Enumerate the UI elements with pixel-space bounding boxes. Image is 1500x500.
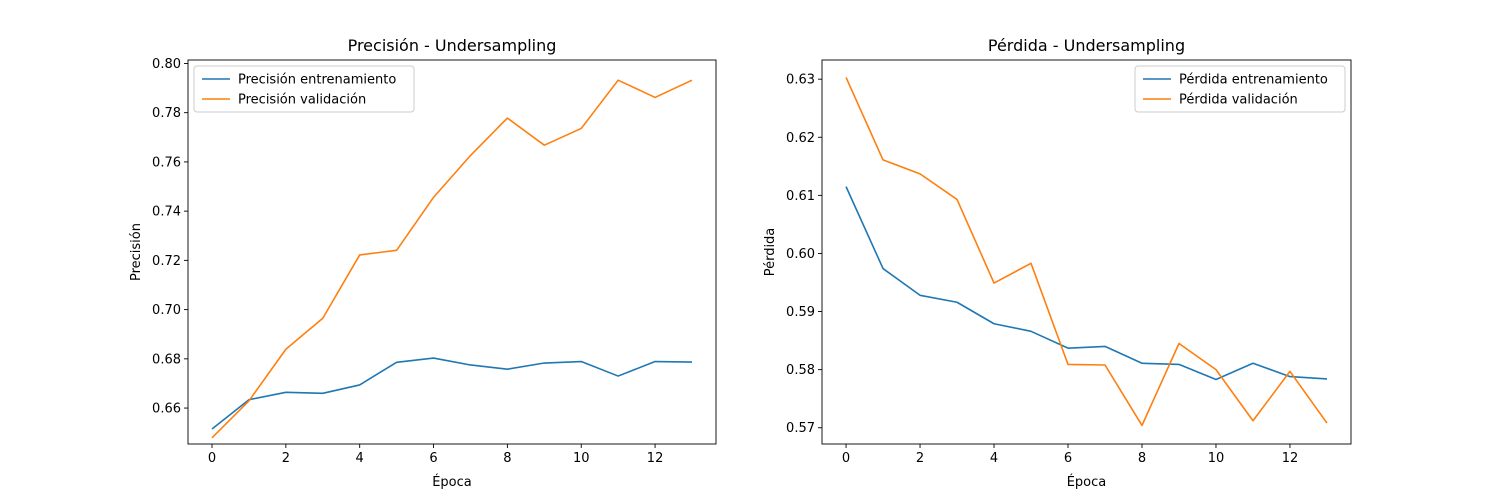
y-tick-label: 0.57 (786, 421, 815, 436)
accuracy-chart: 0 2 4 6 8 10 12 0.66 0.68 0.70 0.72 0.74 0.76 0.78 0.8… (129, 36, 717, 490)
y-tick-label: 0.68 (152, 352, 181, 367)
plot-frame (821, 59, 1352, 445)
y-tick-label: 0.60 (786, 247, 815, 262)
series-line-0 (211, 357, 693, 430)
y-tick-label: 0.78 (152, 106, 181, 121)
y-tick-label: 0.59 (786, 305, 815, 320)
y-tick-label: 0.58 (786, 363, 815, 378)
y-tick-label: 0.61 (786, 189, 815, 204)
chart-title: Precisión - Undersampling (348, 36, 557, 55)
x-tick-label: 4 (356, 451, 364, 466)
y-tick-label: 0.70 (152, 303, 181, 318)
legend-label-1: Pérdida validación (1179, 93, 1298, 108)
chart-title: Pérdida - Undersampling (988, 36, 1185, 55)
x-axis-label: Época (1067, 474, 1107, 490)
series-line-1 (211, 79, 693, 439)
y-tick-label: 0.76 (152, 155, 181, 170)
x-axis-label: Época (432, 474, 472, 490)
y-tick-label: 0.66 (152, 402, 181, 417)
y-tick-label: 0.80 (152, 57, 181, 72)
x-tick-label: 10 (1208, 451, 1225, 466)
y-tick-label: 0.74 (152, 205, 181, 220)
x-tick-label: 10 (573, 451, 590, 466)
y-tick-label: 0.72 (152, 254, 181, 269)
x-tick-label: 12 (1282, 451, 1299, 466)
y-tick-label: 0.63 (786, 73, 815, 88)
x-tick-label: 8 (1138, 451, 1146, 466)
x-tick-label: 2 (282, 451, 290, 466)
legend: Pérdida entrenamiento Pérdida validación (1134, 65, 1346, 113)
x-tick-label: 12 (647, 451, 664, 466)
x-tick-label: 6 (1064, 451, 1072, 466)
series-line-1 (845, 77, 1328, 427)
y-axis-label: Precisión (129, 223, 144, 281)
y-axis-label: Pérdida (763, 228, 778, 277)
x-tick-label: 8 (503, 451, 511, 466)
x-tick-label: 2 (916, 451, 924, 466)
series-line-0 (845, 186, 1328, 381)
legend-label-0: Precisión entrenamiento (238, 73, 396, 88)
legend-box (193, 65, 415, 113)
y-tick-label: 0.62 (786, 131, 815, 146)
x-tick-label: 0 (208, 451, 216, 466)
legend-label-1: Precisión validación (238, 93, 366, 108)
legend: Precisión entrenamiento Precisión validac… (193, 65, 415, 113)
x-tick-label: 4 (990, 451, 998, 466)
x-tick-label: 6 (429, 451, 437, 466)
legend-label-0: Pérdida entrenamiento (1179, 73, 1328, 88)
x-tick-label: 0 (842, 451, 850, 466)
legend-box (1134, 65, 1346, 113)
plot-frame (187, 59, 717, 445)
loss-chart: 0 2 4 6 8 10 12 0.57 0.58 0.59 0.60 0.61 0.62 0.63 Pér… (763, 36, 1352, 490)
